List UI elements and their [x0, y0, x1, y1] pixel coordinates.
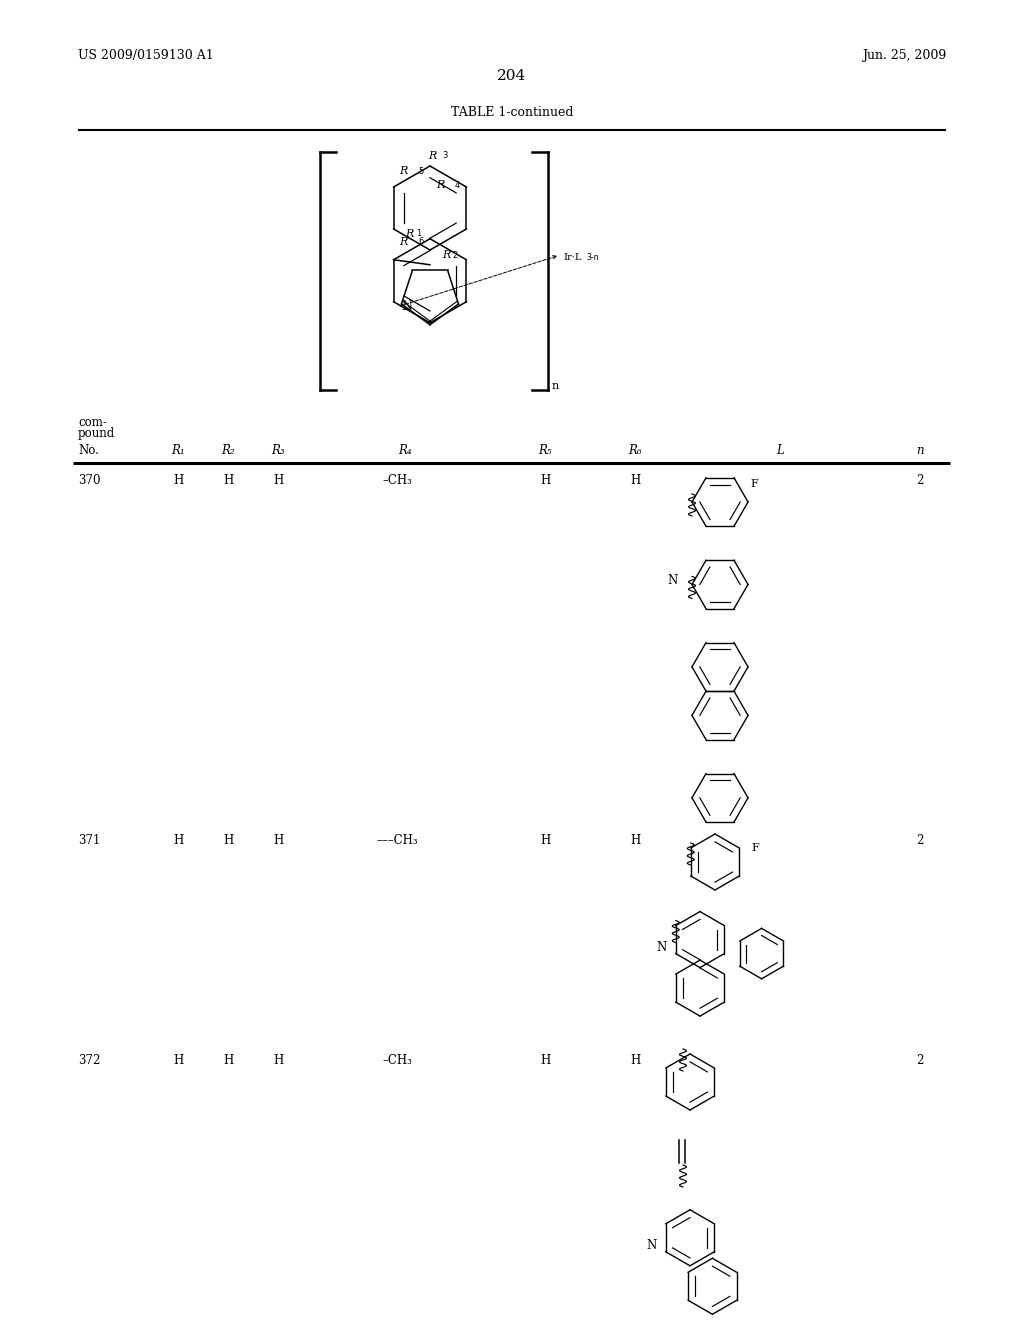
Text: H: H	[173, 474, 183, 487]
Text: 2: 2	[916, 474, 924, 487]
Text: H: H	[223, 474, 233, 487]
Text: 4: 4	[455, 181, 460, 190]
Text: –CH₃: –CH₃	[382, 474, 412, 487]
Text: L: L	[776, 444, 784, 457]
Text: –CH₃: –CH₃	[382, 1053, 412, 1067]
Text: H: H	[630, 833, 640, 846]
Text: 372: 372	[78, 1053, 100, 1067]
Text: R₅: R₅	[539, 444, 552, 457]
Text: R: R	[428, 150, 436, 161]
Text: 2: 2	[916, 833, 924, 846]
Text: F: F	[751, 843, 759, 853]
Text: R₁: R₁	[171, 444, 184, 457]
Text: Ir·L: Ir·L	[563, 252, 582, 261]
Text: Jun. 25, 2009: Jun. 25, 2009	[862, 49, 946, 62]
Text: –––CH₃: –––CH₃	[376, 833, 418, 846]
Text: 370: 370	[78, 474, 100, 487]
Text: H: H	[223, 1053, 233, 1067]
Text: H: H	[630, 1053, 640, 1067]
Text: N: N	[668, 574, 678, 587]
Text: 2: 2	[452, 251, 458, 260]
Text: R: R	[399, 236, 408, 247]
Text: 6: 6	[418, 238, 423, 247]
Text: R: R	[442, 249, 451, 260]
Text: No.: No.	[78, 444, 99, 457]
Text: H: H	[540, 474, 550, 487]
Text: 3-n: 3-n	[586, 252, 598, 261]
Text: H: H	[173, 833, 183, 846]
Text: N: N	[401, 300, 413, 313]
Text: H: H	[173, 1053, 183, 1067]
Text: R₂: R₂	[221, 444, 234, 457]
Text: 371: 371	[78, 833, 100, 846]
Text: H: H	[272, 474, 283, 487]
Text: R₃: R₃	[271, 444, 285, 457]
Text: 1: 1	[416, 230, 421, 239]
Text: N: N	[647, 1239, 657, 1253]
Text: TABLE 1-continued: TABLE 1-continued	[451, 107, 573, 120]
Text: R: R	[406, 228, 414, 239]
Text: H: H	[630, 474, 640, 487]
Text: R₄: R₄	[398, 444, 412, 457]
Text: n: n	[552, 381, 559, 391]
Text: R: R	[436, 180, 444, 190]
Text: H: H	[540, 833, 550, 846]
Text: 204: 204	[498, 69, 526, 83]
Text: H: H	[223, 833, 233, 846]
Text: pound: pound	[78, 428, 116, 441]
Text: 5: 5	[418, 166, 423, 176]
Text: R: R	[399, 166, 408, 176]
Text: R₆: R₆	[628, 444, 642, 457]
Text: 3: 3	[442, 152, 447, 161]
Text: US 2009/0159130 A1: US 2009/0159130 A1	[78, 49, 214, 62]
Text: 2: 2	[916, 1053, 924, 1067]
Text: n: n	[916, 444, 924, 457]
Text: N: N	[656, 941, 667, 954]
Text: com-: com-	[78, 416, 106, 429]
Text: F: F	[751, 479, 758, 488]
Text: H: H	[272, 1053, 283, 1067]
Text: H: H	[540, 1053, 550, 1067]
Text: H: H	[272, 833, 283, 846]
